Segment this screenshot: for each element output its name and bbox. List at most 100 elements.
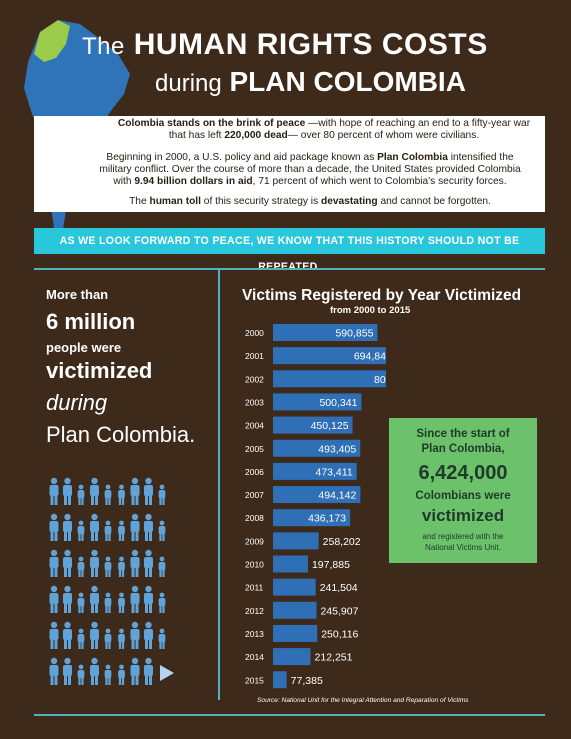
person-icon bbox=[144, 585, 153, 613]
person-icon bbox=[104, 664, 112, 685]
divider-top bbox=[34, 268, 545, 270]
title-main: HUMAN RIGHTS COSTS bbox=[133, 28, 488, 61]
y-tick-label: 2004 bbox=[245, 421, 264, 431]
y-tick-label: 2010 bbox=[245, 560, 264, 570]
person-icon bbox=[118, 520, 125, 541]
callout-line-6: and registered with the bbox=[422, 532, 504, 541]
person-icon bbox=[144, 477, 153, 505]
stat-line-5: during bbox=[46, 390, 108, 415]
person-icon bbox=[144, 513, 153, 541]
person-icon bbox=[104, 628, 112, 649]
bar-value-label: 494,142 bbox=[318, 490, 356, 502]
y-tick-label: 2000 bbox=[245, 328, 264, 338]
bar bbox=[273, 601, 317, 619]
intro-box: Colombia stands on the brink of peace —w… bbox=[34, 116, 545, 212]
y-tick-label: 2006 bbox=[245, 467, 264, 477]
bar-value-label: 245,907 bbox=[320, 605, 358, 617]
person-icon bbox=[158, 484, 166, 505]
bar-value-label: 473,411 bbox=[315, 466, 352, 478]
person-icon bbox=[90, 549, 99, 577]
page-title-line1: The HUMAN RIGHTS COSTS bbox=[82, 28, 542, 62]
person-icon bbox=[90, 477, 99, 505]
bar-value-label: 197,885 bbox=[312, 559, 350, 571]
people-icon-grid bbox=[49, 477, 174, 685]
callout-number: 6,424,000 bbox=[418, 462, 508, 484]
arrow-right-icon bbox=[160, 665, 174, 681]
bar bbox=[273, 324, 378, 341]
y-tick-label: 2015 bbox=[245, 675, 264, 685]
title-prefix: during bbox=[155, 70, 222, 97]
y-tick-label: 2013 bbox=[245, 629, 264, 639]
person-icon bbox=[130, 477, 140, 505]
y-tick-label: 2008 bbox=[245, 513, 264, 523]
bar-value-label: 77,385 bbox=[291, 675, 323, 687]
bar bbox=[273, 439, 361, 457]
person-icon bbox=[90, 513, 99, 541]
bar bbox=[273, 624, 318, 642]
person-icon bbox=[144, 549, 153, 577]
bar-value-label: 450,125 bbox=[311, 420, 349, 432]
person-icon bbox=[118, 664, 125, 685]
person-icon bbox=[144, 657, 153, 685]
y-tick-label: 2005 bbox=[245, 444, 264, 454]
person-icon bbox=[158, 520, 166, 541]
person-icon bbox=[63, 549, 72, 577]
person-icon bbox=[63, 585, 72, 613]
person-icon bbox=[77, 664, 85, 685]
y-tick-label: 2007 bbox=[245, 490, 264, 500]
y-tick-label: 2003 bbox=[245, 397, 264, 407]
bar-value-label: 436,173 bbox=[308, 513, 346, 525]
person-icon bbox=[63, 477, 72, 505]
person-icon bbox=[130, 657, 140, 685]
person-icon bbox=[158, 556, 166, 577]
bar bbox=[273, 532, 319, 550]
bar bbox=[273, 509, 351, 527]
bar-value-label: 694,840 bbox=[354, 351, 386, 363]
bar-value-label: 212,251 bbox=[315, 652, 353, 664]
bar bbox=[273, 370, 386, 388]
person-icon bbox=[49, 657, 59, 685]
bar-chart: 2000 590,855 2001 694,840 2002 808,973 2003 500… bbox=[245, 324, 386, 689]
person-icon bbox=[90, 621, 99, 649]
stat-line-2: 6 million bbox=[46, 309, 136, 334]
chart-subtitle: from 2000 to 2015 bbox=[330, 305, 411, 316]
person-icon bbox=[118, 556, 125, 577]
callout-line-4: Colombians were bbox=[415, 490, 511, 502]
bar bbox=[273, 416, 353, 434]
call-to-action-banner: AS WE LOOK FORWARD TO PEACE, WE KNOW THA… bbox=[34, 228, 545, 273]
person-icon bbox=[49, 513, 59, 541]
person-icon bbox=[158, 628, 166, 649]
person-icon bbox=[63, 657, 72, 685]
intro-paragraph-2: Beginning in 2000, a U.S. policy and aid… bbox=[99, 152, 521, 187]
person-icon bbox=[104, 484, 112, 505]
person-icon bbox=[130, 513, 140, 541]
callout-line-2: Plan Colombia, bbox=[421, 443, 505, 455]
person-icon bbox=[77, 556, 85, 577]
person-icon bbox=[77, 484, 85, 505]
bar bbox=[273, 648, 311, 666]
bar-value-label: 808,973 bbox=[374, 374, 386, 386]
person-icon bbox=[158, 592, 166, 613]
person-icon bbox=[77, 520, 85, 541]
y-tick-label: 2012 bbox=[245, 606, 264, 616]
chart-source: Source: National Unit for the Integral A… bbox=[257, 697, 469, 704]
bar bbox=[273, 486, 361, 504]
intro-paragraph-1: Colombia stands on the brink of peace —w… bbox=[117, 118, 531, 141]
person-icon bbox=[118, 484, 125, 505]
page-title-line2: during PLAN COLOMBIA bbox=[155, 66, 555, 98]
person-icon bbox=[118, 628, 125, 649]
bar-value-label: 500,341 bbox=[319, 397, 357, 409]
person-icon bbox=[49, 477, 59, 505]
person-icon bbox=[144, 621, 153, 649]
bar-value-label: 250,116 bbox=[321, 628, 358, 640]
divider-vertical bbox=[218, 270, 220, 700]
chart-title: Victims Registered by Year Victimized bbox=[242, 287, 522, 304]
person-icon bbox=[63, 621, 72, 649]
person-icon bbox=[130, 585, 140, 613]
callout-line-1: Since the start of bbox=[416, 428, 510, 440]
stat-line-3: people were bbox=[46, 340, 122, 355]
stat-line-6: Plan Colombia. bbox=[46, 422, 196, 447]
person-icon bbox=[49, 585, 59, 613]
y-tick-label: 2009 bbox=[245, 536, 264, 546]
stat-line-1: More than bbox=[46, 287, 109, 302]
